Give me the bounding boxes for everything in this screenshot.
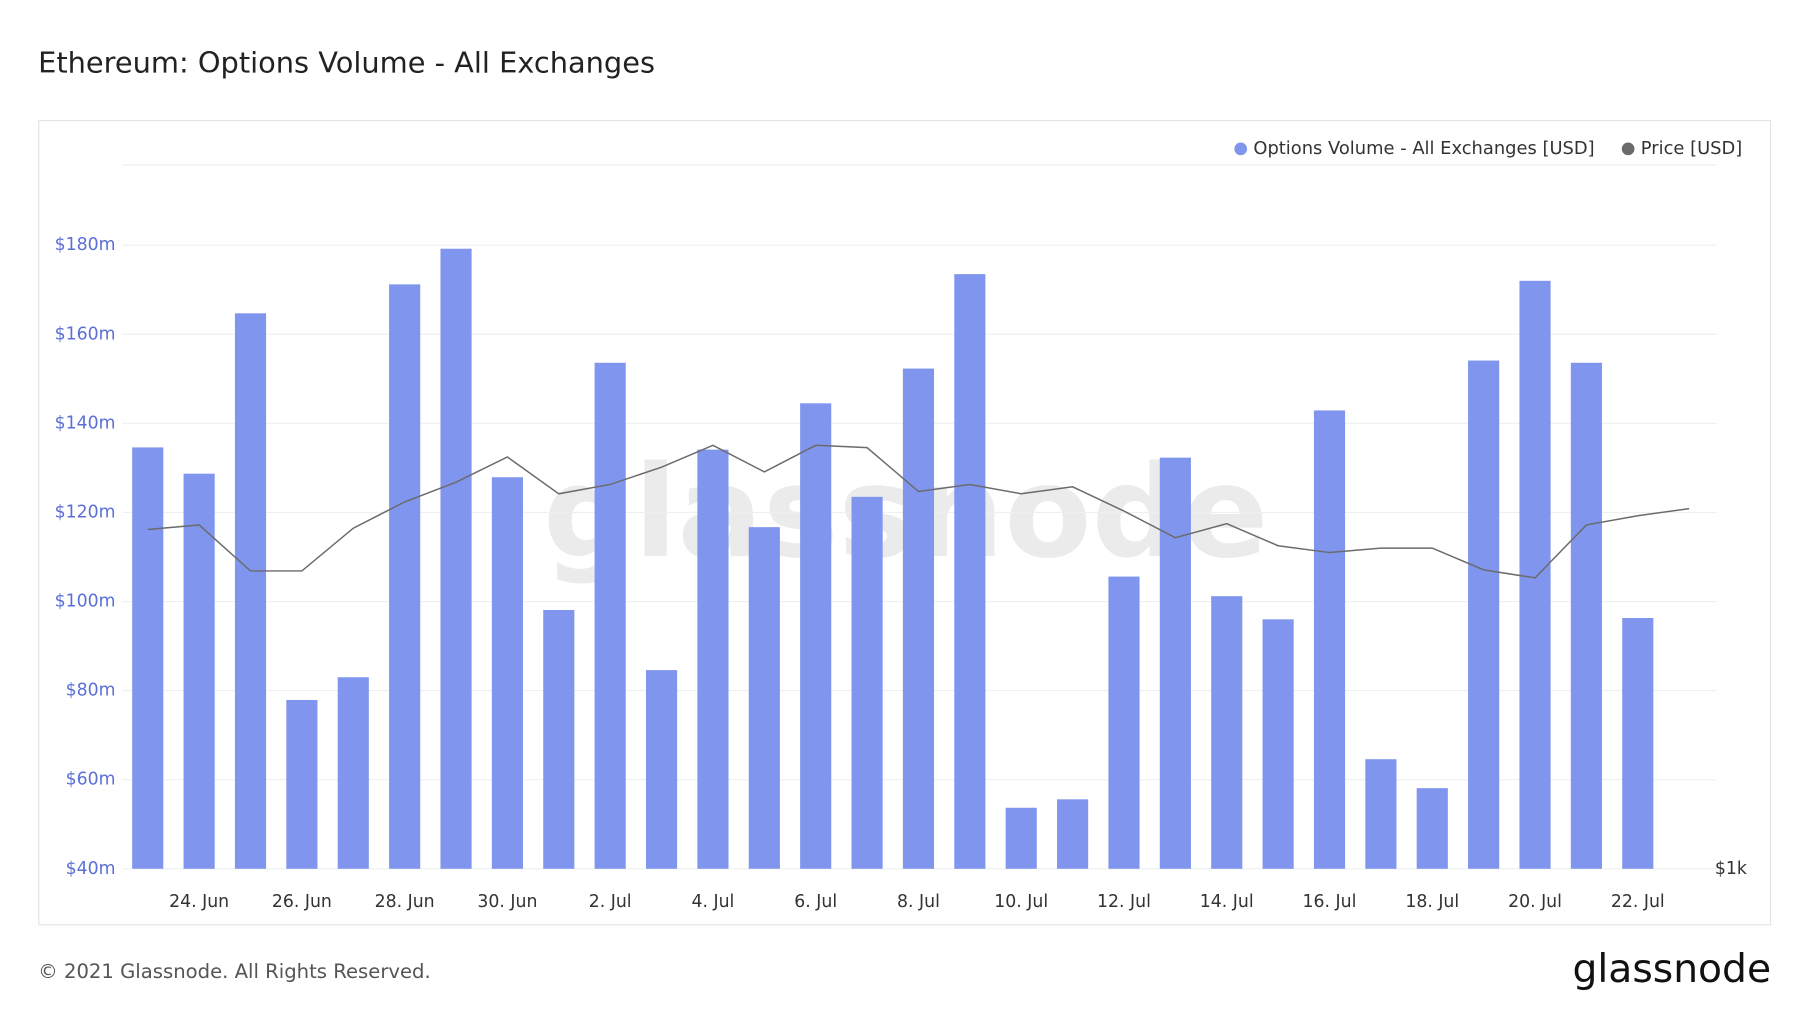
bar bbox=[594, 362, 626, 869]
x-tick-label: 8. Jul bbox=[897, 892, 940, 912]
bar bbox=[440, 248, 472, 869]
bar bbox=[645, 670, 678, 869]
legend-swatch bbox=[1234, 142, 1248, 156]
bar bbox=[851, 496, 883, 869]
x-tick-label: 14. Jul bbox=[1200, 892, 1254, 912]
bar bbox=[491, 477, 523, 869]
bar bbox=[286, 699, 318, 869]
bar bbox=[1416, 788, 1448, 869]
bar bbox=[1159, 457, 1191, 869]
copyright: © 2021 Glassnode. All Rights Reserved. bbox=[38, 960, 431, 983]
bar bbox=[337, 677, 369, 869]
x-tick-label: 26. Jun bbox=[272, 892, 332, 912]
price-line bbox=[147, 444, 1690, 579]
x-tick-label: 18. Jul bbox=[1405, 892, 1459, 912]
bar bbox=[954, 274, 986, 869]
bar bbox=[1108, 576, 1140, 869]
bar bbox=[543, 609, 575, 869]
y-tick-label: $100m bbox=[55, 592, 116, 612]
bar bbox=[1365, 759, 1397, 869]
bar bbox=[1519, 280, 1551, 869]
x-tick-label: 30. Jun bbox=[477, 892, 537, 912]
x-tick-label: 12. Jul bbox=[1097, 892, 1151, 912]
bar bbox=[1313, 410, 1346, 869]
x-tick-label: 10. Jul bbox=[994, 892, 1048, 912]
x-tick-label: 22. Jul bbox=[1611, 892, 1665, 912]
x-tick-label: 16. Jul bbox=[1303, 892, 1357, 912]
bar bbox=[389, 284, 421, 869]
y-tick-label: $120m bbox=[55, 502, 116, 522]
bar bbox=[902, 368, 935, 869]
bar bbox=[183, 473, 215, 869]
bar bbox=[748, 527, 780, 869]
x-tick-label: 20. Jul bbox=[1508, 892, 1562, 912]
bar bbox=[234, 313, 267, 869]
y-tick-label: $160m bbox=[55, 324, 116, 344]
bar bbox=[800, 403, 832, 869]
chart-title: Ethereum: Options Volume - All Exchanges bbox=[38, 46, 655, 80]
y-tick-label: $180m bbox=[55, 235, 116, 255]
x-tick-label: 28. Jun bbox=[375, 892, 435, 912]
bar bbox=[1262, 619, 1294, 869]
bar bbox=[1468, 360, 1500, 869]
bar bbox=[1570, 362, 1602, 869]
bar bbox=[1005, 807, 1037, 869]
x-tick-label: 2. Jul bbox=[589, 892, 632, 912]
y-tick-label: $80m bbox=[66, 681, 116, 701]
x-tick-label: 24. Jun bbox=[169, 892, 229, 912]
y2-tick-label: $1k bbox=[1715, 859, 1747, 879]
legend-label: Options Volume - All Exchanges [USD] bbox=[1253, 138, 1594, 159]
bar bbox=[697, 449, 729, 869]
bar bbox=[1057, 799, 1089, 869]
bar bbox=[1211, 596, 1243, 869]
legend-label: Price [USD] bbox=[1641, 138, 1742, 159]
y-tick-label: $140m bbox=[55, 413, 116, 433]
x-tick-label: 4. Jul bbox=[691, 892, 734, 912]
y-tick-label: $60m bbox=[66, 770, 116, 790]
logo: glassnode bbox=[1573, 947, 1772, 992]
y-tick-label: $40m bbox=[66, 859, 116, 879]
legend-swatch bbox=[1621, 142, 1635, 156]
bar bbox=[132, 447, 164, 869]
bar bbox=[1622, 617, 1654, 869]
x-tick-label: 6. Jul bbox=[794, 892, 837, 912]
